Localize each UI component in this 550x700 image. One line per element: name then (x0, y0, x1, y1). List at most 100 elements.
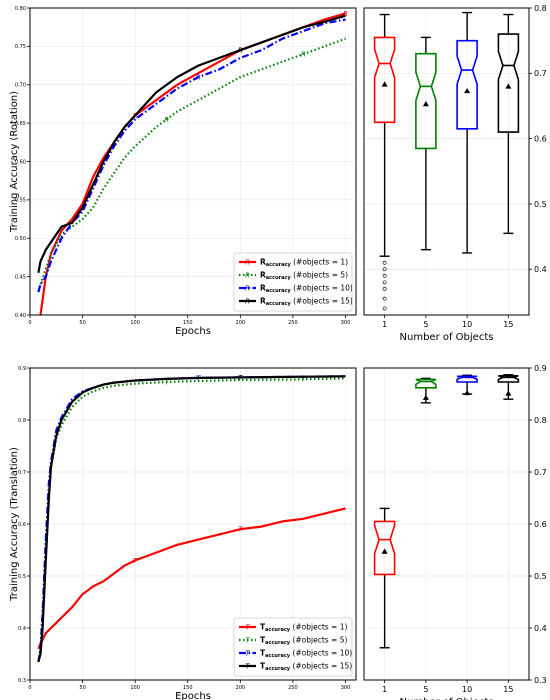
x-tick-label: 150 (183, 685, 193, 691)
y-tick-label: 0.5 (18, 574, 26, 580)
series-line-1 (37, 507, 346, 650)
x-axis-label: Epochs (175, 326, 211, 337)
x-tick-label: 5 (423, 320, 428, 329)
outlier-point (382, 286, 387, 291)
x-tick-label: 1 (382, 685, 387, 694)
legend-marker: R (245, 272, 250, 280)
translation-accuracy-box-plot: 0.30.40.50.60.70.80.9151015Number of Obj… (363, 364, 547, 700)
x-axis-label: Epochs (175, 691, 211, 700)
legend-marker: T (245, 650, 250, 658)
y-tick-label: 0.55 (15, 198, 26, 204)
y-tick-label: 0.7 (534, 69, 547, 78)
x-axis-label: Number of Objects (400, 332, 494, 343)
box-5 (415, 377, 437, 404)
box-body (415, 52, 437, 150)
box-body (497, 374, 520, 383)
y-tick-label: 0.9 (534, 364, 547, 373)
y-tick-label: 0.40 (15, 313, 26, 319)
series-marker: R (238, 47, 243, 55)
box-body (497, 33, 520, 133)
y-tick-label: 0.80 (15, 6, 26, 12)
y-tick-label: 0.65 (15, 121, 26, 127)
x-tick-label: 50 (79, 685, 85, 691)
y-tick-label: 0.3 (534, 676, 547, 685)
legend: R Raccuracy (#objects = 1)R Raccuracy (#ob… (233, 252, 353, 312)
legend-box (233, 252, 353, 312)
box-body (373, 36, 396, 124)
mean-marker (464, 389, 471, 396)
translation-accuracy-line-chart: 0.3 0.4 0.5 0.6 0.7 0.8 0.9 0 50 100 150 200 250 300 T… (9, 366, 357, 700)
series-line-3 (37, 18, 346, 293)
x-tick-label: 200 (236, 320, 246, 326)
x-tick-label: 0 (28, 320, 31, 326)
series-group: TTT TT T (37, 374, 346, 663)
legend-label-main: R (260, 297, 266, 306)
legend-label-3: Raccuracy (#objects = 10) (260, 284, 353, 295)
box-body (373, 520, 396, 576)
y-tick-label: 0.6 (534, 520, 547, 529)
y-tick-label: 0.6 (534, 134, 547, 143)
y-tick-label: 0.4 (18, 626, 26, 632)
x-tick-label: 1 (382, 320, 387, 329)
box-1 (373, 13, 396, 311)
x-tick-label: 100 (130, 320, 140, 326)
series-marker: R (343, 10, 348, 18)
series-line-4 (37, 14, 346, 273)
mean-marker (464, 87, 471, 94)
y-tick-label: 0.5 (534, 200, 547, 209)
legend-label-subscript: accuracy (266, 301, 292, 307)
legend-label-2: Taccuracy (#objects = 5) (260, 636, 347, 647)
series-marker: R (164, 116, 169, 124)
legend-label-main: R (260, 258, 266, 267)
mean-marker (381, 81, 388, 87)
y-tick-label: 0.50 (15, 236, 26, 242)
box-15 (497, 374, 520, 400)
series-line-4 (37, 375, 346, 663)
x-tick-label: 250 (288, 320, 298, 326)
box-15 (497, 13, 520, 235)
outlier-point (382, 260, 387, 265)
x-tick-label: 5 (423, 685, 428, 694)
legend-marker: R (245, 298, 250, 306)
legend-label-main: T (260, 636, 266, 645)
legend-label-rest: (#objects = 10) (290, 649, 352, 658)
legend-label-1: Taccuracy (#objects = 1) (260, 623, 347, 634)
legend-label-rest: (#objects = 1) (291, 258, 348, 267)
y-tick-label: 0.3 (18, 678, 26, 684)
y-axis-label: Training Accuracy (Rotation) (9, 91, 20, 233)
legend-label-rest: (#objects = 10) (291, 284, 353, 293)
legend-label-rest: (#objects = 1) (290, 623, 347, 632)
legend-label-subscript: accuracy (266, 262, 292, 268)
rotation-accuracy-line-chart: 0.40 0.45 0.50 0.55 0.60 0.65 0.70 0.75 0.80 0 50 1… (9, 6, 357, 337)
y-axis-label: Training Accuracy (Translation) (9, 447, 20, 602)
series-marker: T (133, 557, 138, 565)
legend-marker: T (245, 624, 250, 632)
series-marker: T (165, 379, 170, 387)
box-10 (456, 11, 478, 254)
outlier-point (382, 280, 387, 285)
legend-marker: T (245, 663, 250, 671)
y-tick-label: 0.7 (18, 470, 26, 476)
legend-label-3: Taccuracy (#objects = 10) (260, 649, 352, 660)
legend-label-subscript: accuracy (265, 653, 291, 659)
legend-label-1: Raccuracy (#objects = 1) (260, 258, 348, 269)
x-tick-label: 15 (503, 320, 513, 329)
legend-label-4: Raccuracy (#objects = 15) (260, 297, 353, 308)
y-tick-label: 0.9 (18, 366, 26, 372)
series-marker: R (196, 74, 201, 82)
box-1 (373, 507, 396, 649)
legend-box (233, 617, 353, 677)
legend-label-subscript: accuracy (265, 666, 291, 672)
mean-marker (422, 101, 429, 107)
legend-label-rest: (#objects = 5) (291, 271, 348, 280)
legend-label-subscript: accuracy (266, 275, 292, 281)
y-tick-label: 0.60 (15, 159, 26, 165)
legend-label-subscript: accuracy (266, 288, 292, 294)
plot-frame (29, 7, 357, 316)
box-body (415, 378, 437, 389)
series-marker: R (301, 51, 306, 59)
legend-label-main: R (260, 271, 266, 280)
legend-label-subscript: accuracy (265, 627, 291, 633)
legend-label-main: T (260, 623, 266, 632)
